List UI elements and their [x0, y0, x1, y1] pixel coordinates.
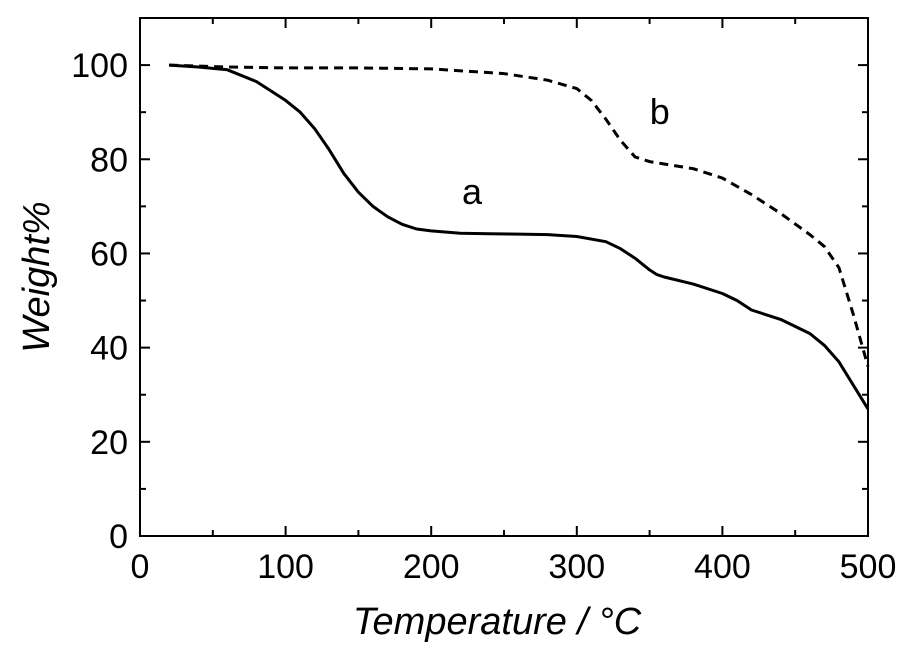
annotation-a: a — [462, 171, 483, 212]
tick-labels: 0 100 200 300 400 500 0 20 40 60 80 100 — [71, 47, 896, 586]
y-tick-label-0: 0 — [109, 518, 128, 556]
x-tick-label-400: 400 — [694, 548, 751, 586]
curves — [169, 63, 870, 410]
curve-annotations: ab — [462, 91, 670, 212]
axis-ticks — [139, 17, 869, 537]
y-tick-label-100: 100 — [71, 47, 128, 85]
y-tick-label-80: 80 — [90, 141, 128, 179]
x-axis-label: Temperature / °C — [353, 601, 642, 643]
series-b-line — [169, 63, 870, 367]
x-tick-label-300: 300 — [548, 548, 605, 586]
y-tick-label-40: 40 — [90, 330, 128, 368]
x-tick-label-200: 200 — [403, 548, 460, 586]
series-a-line — [169, 63, 870, 410]
x-tick-label-100: 100 — [257, 548, 314, 586]
y-tick-label-20: 20 — [90, 424, 128, 462]
y-axis-label: Weight% — [16, 201, 58, 352]
x-tick-label-0: 0 — [131, 548, 150, 586]
x-tick-label-500: 500 — [840, 548, 897, 586]
y-tick-label-60: 60 — [90, 235, 128, 273]
annotation-b: b — [650, 91, 670, 132]
plot-frame — [139, 17, 869, 537]
